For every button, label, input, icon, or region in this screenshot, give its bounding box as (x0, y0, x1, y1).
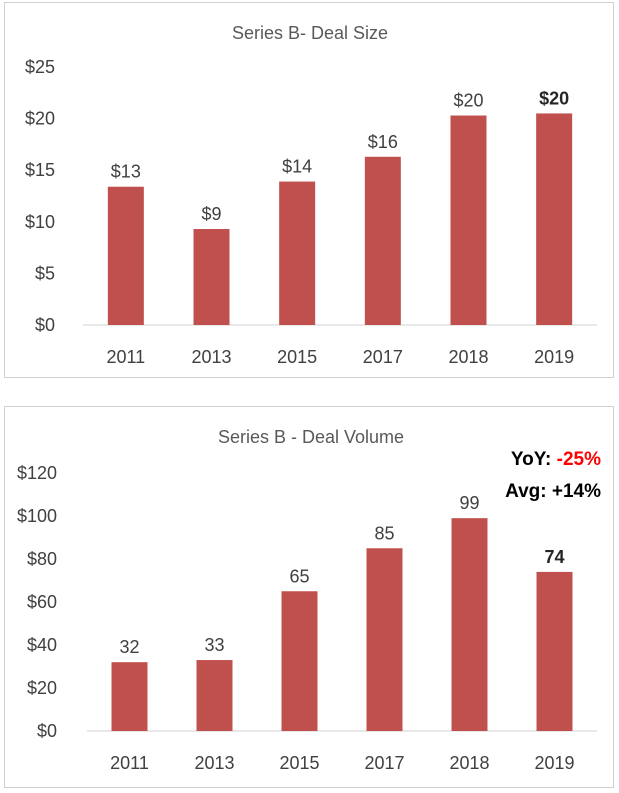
y-tick-label: $20 (27, 678, 57, 698)
x-tick-label: 2017 (363, 347, 403, 367)
y-tick-label: $100 (17, 506, 57, 526)
y-tick-label: $20 (25, 109, 55, 129)
x-tick-label: 2015 (279, 753, 319, 773)
x-tick-label: 2011 (110, 753, 149, 773)
deal-volume-chart: Series B - Deal Volume $0 $20 $40 $60 $80 $100… (17, 427, 601, 773)
yoy-annotation: YoY: -25% (511, 449, 601, 470)
yoy-label: YoY: (511, 449, 557, 470)
y-tick-label: $0 (37, 721, 57, 741)
x-tick-label: 2017 (364, 753, 404, 773)
data-label: $16 (368, 132, 398, 152)
deal-volume-chart-panel: Series B - Deal Volume $0 $20 $40 $60 $80 $100… (4, 406, 614, 788)
data-label: 65 (289, 566, 309, 586)
bar (196, 660, 233, 731)
bar (450, 115, 487, 325)
avg-value: +14% (552, 481, 601, 502)
data-label: $20 (453, 91, 483, 111)
y-tick-label: $60 (27, 592, 57, 612)
yoy-value: -25% (557, 449, 601, 470)
y-tick-label: $120 (17, 463, 57, 483)
deal-size-chart: Series B- Deal Size $0 $5 $10 $15 $20 $25 $13 20… (25, 23, 597, 367)
bar (536, 113, 573, 325)
bar (366, 548, 403, 731)
bar (279, 181, 316, 325)
data-label: 99 (459, 493, 479, 513)
avg-annotation: Avg: +14% (505, 481, 601, 502)
data-label: $9 (201, 204, 221, 224)
x-tick-label: 2019 (534, 347, 574, 367)
x-tick-label: 2018 (448, 347, 488, 367)
y-tick-label: $80 (27, 549, 57, 569)
x-tick-label: 2013 (191, 347, 231, 367)
y-tick-label: $10 (25, 212, 55, 232)
avg-label: Avg: (505, 481, 552, 502)
bar (193, 229, 230, 325)
y-tick-label: $40 (27, 635, 57, 655)
deal-size-chart-panel: Series B- Deal Size $0 $5 $10 $15 $20 $25 $13 20… (4, 2, 614, 378)
x-tick-label: 2018 (449, 753, 489, 773)
chart-title: Series B- Deal Size (232, 23, 388, 43)
bar (536, 571, 573, 731)
x-tick-label: 2015 (277, 347, 317, 367)
bar (364, 156, 401, 325)
data-label: 32 (119, 637, 139, 657)
bar (281, 591, 318, 731)
data-label: 74 (544, 547, 564, 567)
bar (107, 186, 144, 325)
data-label: $13 (111, 162, 141, 182)
data-label: $14 (282, 157, 312, 177)
bar (111, 662, 148, 731)
chart-title: Series B - Deal Volume (218, 427, 404, 447)
bar (451, 518, 488, 731)
y-tick-label: $25 (25, 57, 55, 77)
data-label: 33 (204, 635, 224, 655)
data-label: $20 (539, 88, 569, 108)
x-tick-label: 2019 (534, 753, 574, 773)
y-tick-label: $0 (35, 315, 55, 335)
x-tick-label: 2011 (106, 347, 145, 367)
y-tick-label: $15 (25, 160, 55, 180)
data-label: 85 (374, 523, 394, 543)
x-tick-label: 2013 (194, 753, 234, 773)
y-tick-label: $5 (35, 263, 55, 283)
